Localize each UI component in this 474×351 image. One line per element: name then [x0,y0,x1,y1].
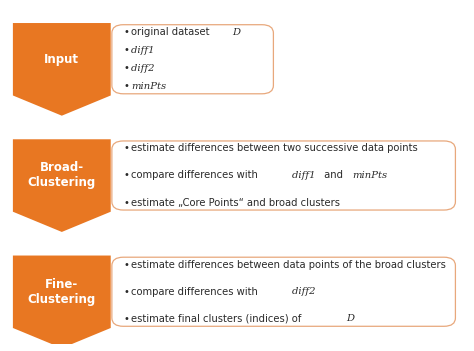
Text: •: • [123,143,129,153]
Text: and: and [321,171,346,180]
FancyBboxPatch shape [112,141,456,210]
Text: minPts: minPts [131,82,166,91]
Text: Broad-
Clustering: Broad- Clustering [27,161,96,190]
Text: compare differences with: compare differences with [131,171,261,180]
Text: •: • [123,27,129,37]
Text: estimate differences between data points of the broad clusters: estimate differences between data points… [131,260,446,270]
FancyBboxPatch shape [112,257,456,326]
Text: D: D [232,28,240,37]
Text: •: • [123,81,129,91]
Text: Fine-
Clustering: Fine- Clustering [27,278,96,306]
Text: •: • [123,314,129,324]
Text: estimate differences between two successive data points: estimate differences between two success… [131,143,418,153]
Text: •: • [123,260,129,270]
Polygon shape [13,139,111,232]
Polygon shape [13,256,111,348]
Text: diff​2: diff​2 [131,64,155,73]
Text: •: • [123,171,129,180]
Text: •: • [123,45,129,55]
FancyBboxPatch shape [112,25,273,94]
Text: diff​2: diff​2 [292,287,316,296]
Text: •: • [123,287,129,297]
Text: diff​1: diff​1 [292,171,316,180]
Polygon shape [13,23,111,116]
Text: Input: Input [44,53,79,66]
Text: diff​1: diff​1 [131,46,155,55]
Text: D: D [346,314,354,323]
Text: estimate final clusters (indices) of: estimate final clusters (indices) of [131,314,304,324]
Text: original dataset: original dataset [131,27,213,37]
Text: minPts: minPts [352,171,387,180]
Text: compare differences with: compare differences with [131,287,261,297]
Text: estimate „Core Points“ and broad clusters: estimate „Core Points“ and broad cluster… [131,198,340,208]
Text: •: • [123,198,129,208]
Text: •: • [123,63,129,73]
